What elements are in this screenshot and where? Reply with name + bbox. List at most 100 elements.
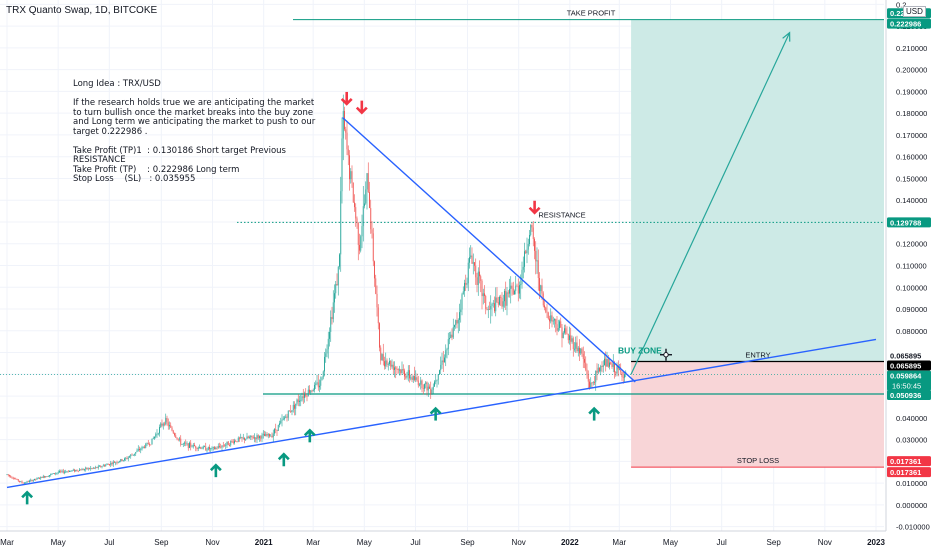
candle-body: [257, 435, 259, 439]
candle-body: [457, 319, 459, 324]
candle-body: [351, 171, 353, 183]
candle-body: [455, 320, 457, 326]
candle-body: [82, 469, 84, 470]
candle-body: [300, 400, 302, 402]
candle-body: [530, 225, 532, 235]
time-axis[interactable]: Mar May Jul Sep Nov 2021 Mar May Jul Sep Nov 2022 Ma…: [0, 530, 886, 547]
candle-body: [196, 448, 198, 449]
candle-body: [46, 476, 48, 478]
candle-body: [435, 380, 437, 382]
candle-body: [491, 303, 493, 307]
candle-body: [329, 331, 330, 339]
candle-body: [520, 284, 522, 286]
candle-body: [577, 347, 579, 352]
candle-body: [152, 438, 154, 440]
candle-body: [296, 399, 298, 404]
candle-body: [315, 383, 317, 385]
candle-body: [496, 297, 498, 303]
candle-body: [375, 278, 377, 294]
candle-body: [50, 474, 52, 476]
stop-loss-label: STOP LOSS: [737, 456, 779, 465]
candle-body: [331, 317, 333, 320]
candle-body: [24, 482, 25, 484]
candle-body: [242, 437, 244, 439]
candle-body: [434, 381, 435, 387]
descending-trendline[interactable]: [342, 116, 636, 383]
candle-body: [181, 444, 183, 445]
candle-body: [166, 418, 168, 423]
candle-body: [372, 233, 374, 262]
candle-body: [471, 255, 473, 264]
candle-body: [70, 470, 72, 472]
candle-body: [269, 433, 270, 437]
candle-body: [587, 374, 589, 382]
candle-body: [426, 382, 428, 391]
take-profit-label: TAKE PROFIT: [567, 9, 616, 18]
candle-body: [25, 482, 27, 484]
candle-body: [234, 440, 235, 444]
candle-body: [111, 463, 113, 465]
candle-body: [570, 335, 572, 342]
candle-body: [200, 447, 202, 449]
signal-arrows: [21, 91, 601, 505]
candle-body: [256, 435, 258, 440]
candle-body: [470, 255, 472, 258]
candle-body: [540, 285, 542, 292]
candle-body: [505, 291, 507, 306]
stop-loss-badge-2-bg: [887, 467, 931, 478]
candle-body: [144, 446, 145, 448]
price-tick-label: 0.210000: [896, 44, 927, 53]
candle-body: [602, 365, 604, 367]
candle-body: [255, 437, 257, 440]
candle-body: [419, 384, 420, 386]
candle-body: [571, 338, 573, 342]
projection-line[interactable]: [630, 32, 791, 375]
candle-body: [395, 367, 397, 369]
price-tick-label: 0.160000: [896, 153, 927, 162]
candle-body: [460, 309, 462, 313]
currency-selector[interactable]: USD: [903, 6, 926, 17]
candle-body: [180, 438, 182, 445]
candle-body: [511, 285, 513, 289]
candle-body: [339, 254, 340, 267]
candle-body: [325, 353, 327, 357]
candle-body: [165, 418, 167, 425]
candle-body: [405, 376, 407, 378]
candle-body: [487, 309, 489, 310]
up-arrow-head: [429, 406, 442, 415]
candle-body: [482, 293, 484, 297]
candle-body: [544, 305, 545, 308]
candle-body: [359, 244, 360, 251]
ascending-trendline[interactable]: [6, 338, 877, 489]
candle-body: [322, 371, 324, 378]
candle-body: [39, 477, 40, 479]
candle-body: [194, 444, 195, 447]
candle-body: [12, 477, 14, 479]
candle-body: [57, 472, 59, 474]
candle-body: [37, 477, 39, 479]
candle-body: [302, 396, 304, 398]
candle-body: [201, 448, 203, 450]
candle-body: [370, 208, 372, 230]
candle-body: [562, 332, 564, 339]
candle-body: [139, 448, 140, 451]
trendlines[interactable]: [6, 31, 877, 489]
candle-body: [552, 320, 554, 322]
candle-body: [270, 435, 272, 437]
candle-body: [601, 366, 603, 367]
candle-body: [545, 307, 547, 312]
candle-body: [379, 323, 380, 348]
candle-body: [550, 315, 552, 322]
candle-body: [11, 477, 13, 479]
candle-body: [34, 478, 35, 481]
candle-body: [517, 286, 519, 294]
candle-body: [429, 386, 430, 389]
time-tick-label: Jul: [104, 538, 114, 547]
candle-body: [316, 382, 318, 384]
candle-body: [297, 399, 299, 402]
candle-body: [354, 202, 355, 208]
stop-loss-badge-1-bg: [887, 456, 931, 467]
time-tick-label: Mar: [612, 538, 626, 547]
candle-body: [272, 433, 274, 438]
